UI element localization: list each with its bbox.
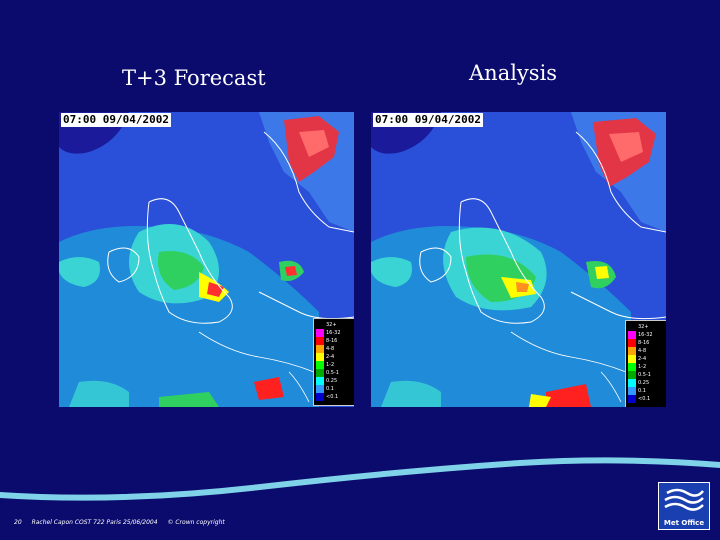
- analysis-radar-map: 07:00 09/04/2002 32+ 16-32 8-16 4-8 2-4 …: [371, 112, 666, 407]
- legend-swatch: [316, 345, 324, 353]
- legend-swatch: [316, 321, 324, 329]
- analysis-legend: 32+ 16-32 8-16 4-8 2-4 1-2 0.5-1 0.25 0.…: [625, 320, 666, 407]
- legend-swatch: [628, 387, 636, 395]
- legend-label: 32+: [638, 324, 649, 330]
- analysis-map-image: [371, 112, 666, 407]
- legend-label: 1-2: [638, 364, 647, 370]
- legend-swatch: [628, 323, 636, 331]
- legend-label: 4-8: [326, 346, 335, 352]
- legend-label: 32+: [326, 322, 337, 328]
- forecast-title: T+3 Forecast: [122, 66, 266, 90]
- footer-author: Rachel Capon COST 722 Paris 25/06/2004: [31, 519, 158, 526]
- forecast-legend: 32+ 16-32 8-16 4-8 2-4 1-2 0.5-1 0.25 0.…: [313, 318, 354, 406]
- legend-label: 0.25: [326, 378, 338, 384]
- forecast-map-image: [59, 112, 354, 407]
- legend-swatch: [316, 385, 324, 393]
- legend-swatch: [316, 361, 324, 369]
- legend-label: 0.5-1: [638, 372, 651, 378]
- legend-label: <0.1: [638, 396, 651, 402]
- legend-label: 4-8: [638, 348, 647, 354]
- wave-logo-icon: [664, 488, 704, 511]
- analysis-timestamp: 07:00 09/04/2002: [373, 113, 483, 127]
- legend-swatch: [628, 363, 636, 371]
- legend-label: 2-4: [326, 354, 335, 360]
- legend-swatch: [628, 371, 636, 379]
- legend-label: 2-4: [638, 356, 647, 362]
- analysis-title: Analysis: [469, 61, 558, 85]
- footer: 20 Rachel Capon COST 722 Paris 25/06/200…: [14, 519, 233, 526]
- legend-swatch: [316, 369, 324, 377]
- legend-swatch: [628, 395, 636, 403]
- legend-swatch: [628, 355, 636, 363]
- legend-label: 8-16: [326, 338, 338, 344]
- legend-label: 0.1: [326, 386, 334, 392]
- page-number: 20: [14, 519, 22, 526]
- legend-label: <0.1: [326, 394, 339, 400]
- footer-copyright: © Crown copyright: [167, 519, 225, 526]
- legend-swatch: [316, 377, 324, 385]
- legend-swatch: [628, 331, 636, 339]
- legend-label: 8-16: [638, 340, 650, 346]
- legend-label: 0.25: [638, 380, 650, 386]
- legend-label: 16-32: [638, 332, 653, 338]
- forecast-radar-map: 07:00 09/04/2002 32+ 16-32 8-16 4-8 2-4 …: [59, 112, 354, 407]
- legend-swatch: [628, 339, 636, 347]
- forecast-timestamp: 07:00 09/04/2002: [61, 113, 171, 127]
- legend-swatch: [316, 353, 324, 361]
- legend-label: 0.1: [638, 388, 646, 394]
- logo-label: Met Office: [663, 519, 705, 527]
- legend-swatch: [316, 393, 324, 401]
- legend-swatch: [628, 347, 636, 355]
- met-office-logo: Met Office: [658, 482, 710, 530]
- legend-label: 1-2: [326, 362, 335, 368]
- legend-swatch: [316, 329, 324, 337]
- legend-label: 0.5-1: [326, 370, 339, 376]
- legend-label: 16-32: [326, 330, 341, 336]
- legend-swatch: [628, 379, 636, 387]
- decorative-wave: [0, 457, 720, 501]
- legend-swatch: [316, 337, 324, 345]
